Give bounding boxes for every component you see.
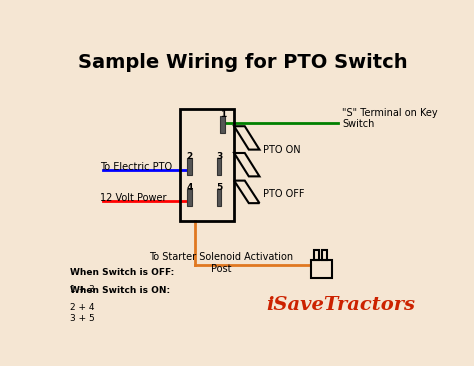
Bar [220, 116, 225, 133]
Text: Sample Wiring for PTO Switch: Sample Wiring for PTO Switch [78, 53, 408, 72]
Bar [187, 158, 192, 175]
Text: "S" Terminal on Key
Switch: "S" Terminal on Key Switch [342, 108, 438, 130]
Bar [311, 259, 332, 278]
Text: 12 Volt Power: 12 Volt Power [100, 193, 166, 202]
Text: 1: 1 [219, 109, 226, 119]
Bar [217, 189, 221, 206]
Text: 2 + 4
3 + 5: 2 + 4 3 + 5 [70, 303, 95, 322]
Text: 2: 2 [187, 152, 193, 161]
Polygon shape [234, 180, 259, 203]
Text: 5: 5 [216, 183, 222, 193]
Bar [181, 109, 234, 221]
Bar [322, 250, 328, 259]
Text: To Starter Solenoid Activation
Post: To Starter Solenoid Activation Post [149, 253, 293, 274]
Polygon shape [234, 126, 259, 150]
Bar [217, 158, 221, 175]
Bar [187, 189, 192, 206]
Text: To Electric PTO: To Electric PTO [100, 161, 172, 172]
Text: 1 + 3: 1 + 3 [70, 285, 95, 294]
Text: When Switch is ON:: When Switch is ON: [70, 286, 170, 295]
Polygon shape [234, 153, 259, 176]
Text: When Switch is OFF:: When Switch is OFF: [70, 268, 174, 277]
Bar [314, 250, 319, 259]
Text: PTO ON: PTO ON [263, 145, 301, 154]
Text: iSaveTractors: iSaveTractors [266, 296, 416, 314]
Text: 4: 4 [186, 183, 193, 193]
Text: PTO OFF: PTO OFF [263, 189, 305, 199]
Text: 3: 3 [216, 152, 222, 161]
